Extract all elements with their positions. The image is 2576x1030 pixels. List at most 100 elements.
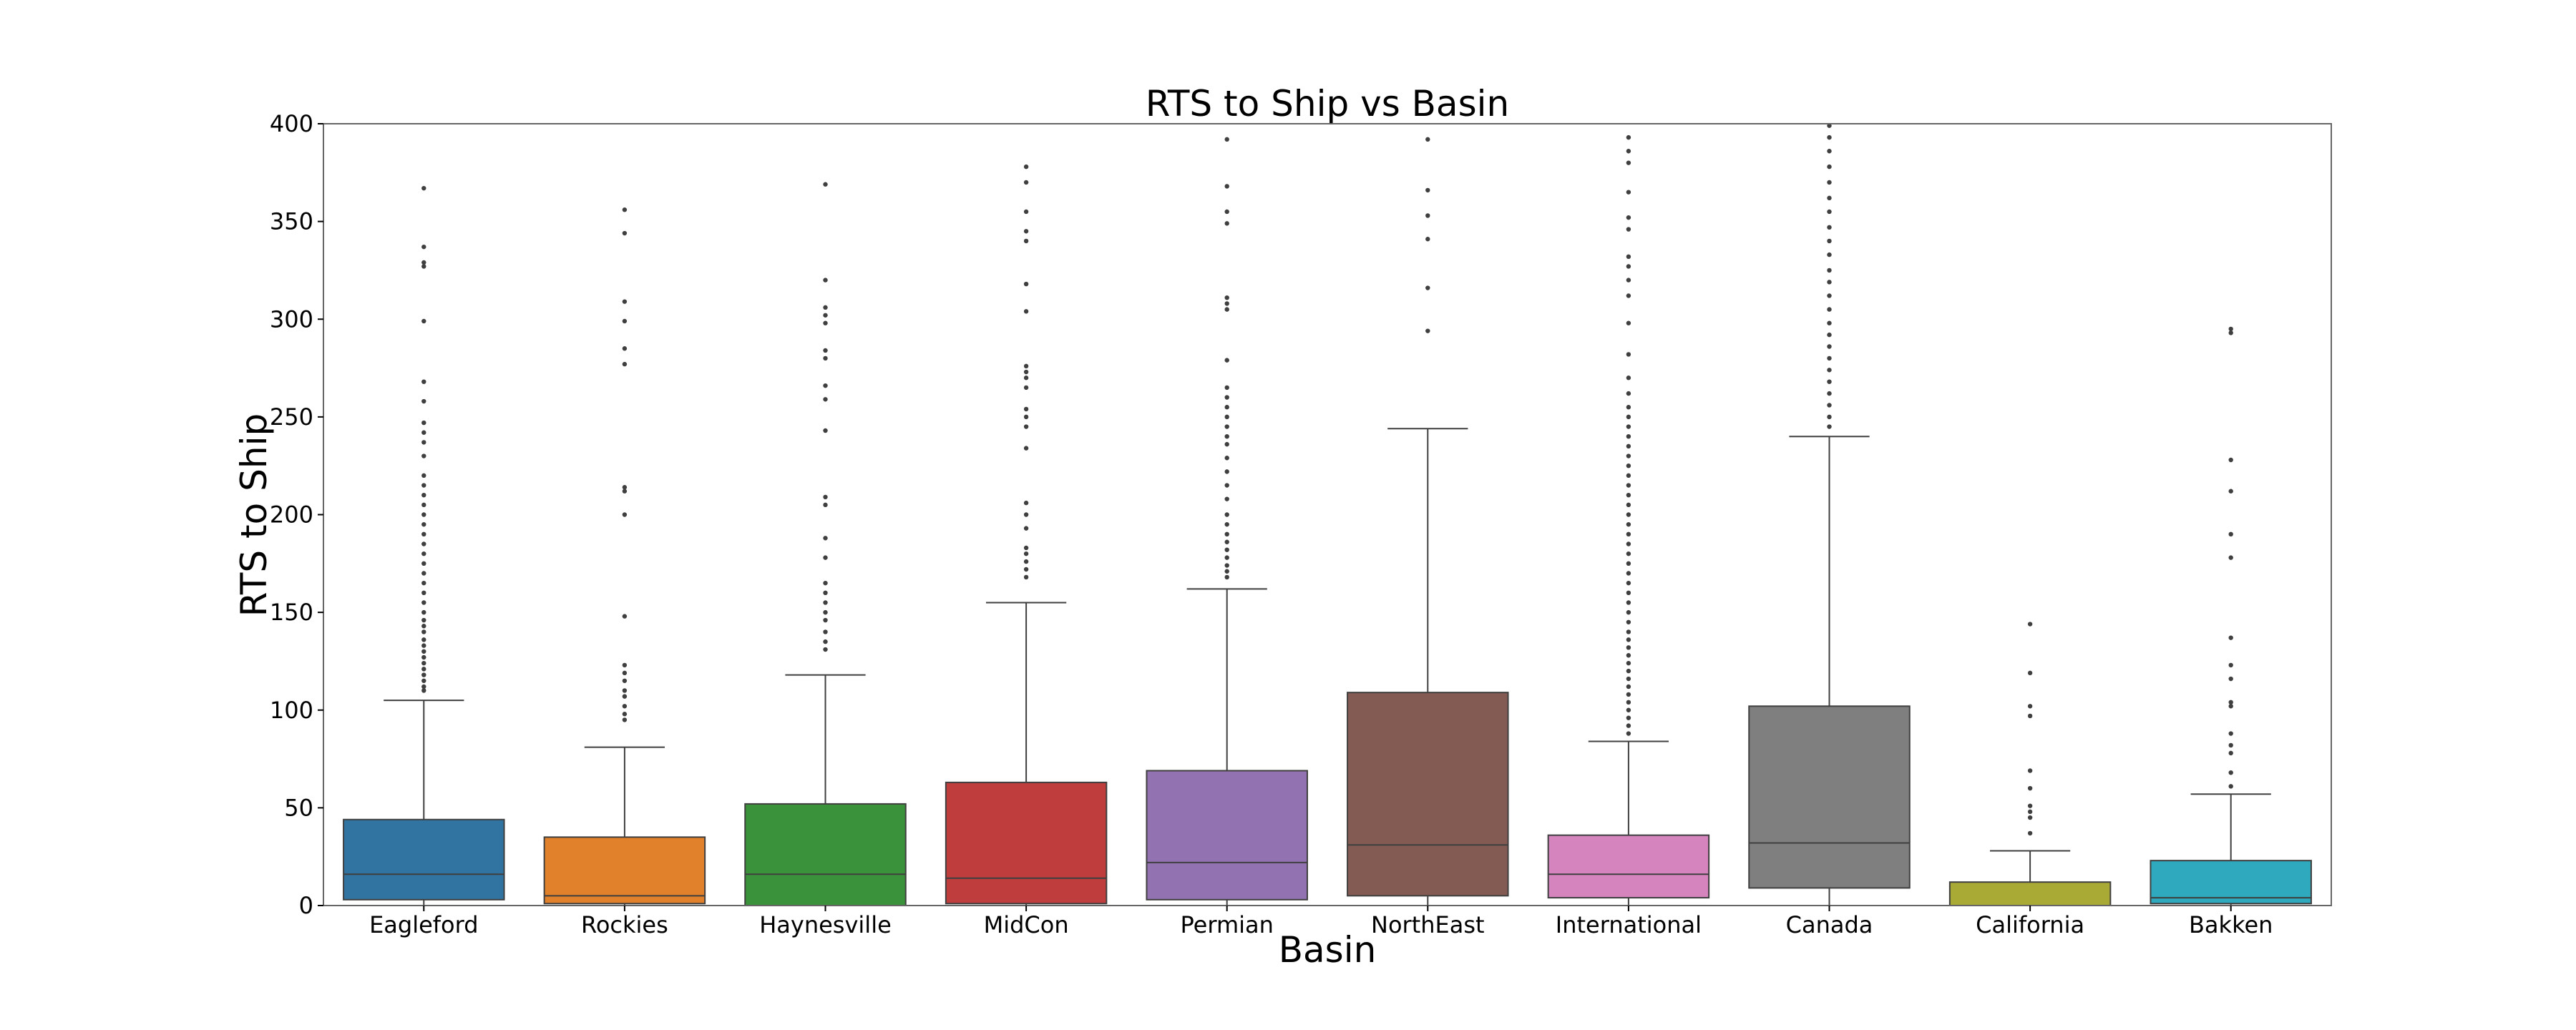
x-tick-label: Canada — [1786, 911, 1873, 938]
outlier-point — [1827, 379, 1832, 384]
outlier-point — [1224, 221, 1229, 226]
outlier-point — [421, 571, 426, 576]
outlier-point — [421, 609, 426, 615]
outlier-point — [1827, 414, 1832, 420]
outlier-point — [1626, 609, 1631, 615]
outlier-point — [1023, 559, 1029, 564]
outlier-point — [1827, 252, 1832, 258]
outlier-point — [1626, 541, 1631, 546]
outlier-point — [2027, 803, 2033, 808]
outlier-point — [1626, 619, 1631, 624]
box — [1347, 692, 1509, 897]
y-axis: 0 50 100 150 200 250 300 350 400 — [270, 110, 323, 919]
outlier-point — [1827, 403, 1832, 408]
outlier-point — [2228, 784, 2233, 789]
outlier-point — [823, 580, 828, 586]
outlier-point — [421, 688, 426, 693]
outlier-point — [823, 536, 828, 541]
outlier-point — [421, 617, 426, 623]
x-axis: Eagleford Rockies Haynesville MidCon Permian… — [369, 906, 2273, 938]
outlier-point — [2228, 700, 2233, 705]
outlier-point — [2027, 809, 2033, 815]
outlier-point — [1626, 637, 1631, 642]
outlier-point — [1425, 187, 1430, 193]
outlier-point — [1224, 521, 1229, 527]
y-tick-label: 150 — [270, 599, 313, 626]
outlier-point — [1626, 707, 1631, 712]
plot-area — [343, 123, 2312, 907]
outlier-point — [1626, 600, 1631, 605]
y-tick-label: 100 — [270, 697, 313, 724]
outlier-point — [1827, 149, 1832, 154]
outlier-point — [421, 483, 426, 488]
outlier-point — [1827, 368, 1832, 373]
outlier-point — [1224, 563, 1229, 568]
outlier-point — [1626, 561, 1631, 566]
outlier-point — [421, 453, 426, 458]
outlier-point — [421, 629, 426, 634]
outlier-point — [1827, 195, 1832, 201]
outlier-point — [823, 617, 828, 623]
outlier-point — [1827, 134, 1832, 140]
box-group — [1748, 123, 1911, 906]
outlier-point — [1626, 684, 1631, 690]
outlier-point — [1224, 456, 1229, 461]
outlier-point — [622, 678, 628, 683]
outlier-point — [1626, 463, 1631, 469]
box — [543, 836, 706, 905]
box-group — [1146, 137, 1308, 906]
outlier-point — [823, 647, 828, 652]
outlier-point — [1827, 391, 1832, 396]
outlier-point — [823, 355, 828, 361]
outlier-point — [1425, 328, 1430, 333]
outlier-point — [1023, 363, 1029, 369]
outlier-point — [1626, 414, 1631, 420]
outlier-point — [2027, 785, 2033, 791]
outlier-point — [622, 688, 628, 693]
outlier-point — [1626, 264, 1631, 269]
outlier-point — [1827, 344, 1832, 349]
outlier-point — [1023, 180, 1029, 185]
outlier-point — [421, 561, 426, 566]
outlier-point — [421, 512, 426, 517]
outlier-point — [421, 624, 426, 629]
outlier-point — [421, 502, 426, 508]
outlier-point — [1224, 295, 1229, 300]
outlier-point — [1224, 496, 1229, 501]
box-group — [744, 182, 907, 907]
outlier-point — [1626, 700, 1631, 705]
outlier-point — [622, 346, 628, 351]
outlier-point — [1626, 580, 1631, 586]
outlier-point — [421, 654, 426, 660]
outlier-point — [823, 590, 828, 595]
y-tick-label: 300 — [270, 305, 313, 333]
outlier-point — [1425, 237, 1430, 242]
outlier-point — [1224, 307, 1229, 312]
outlier-point — [1626, 391, 1631, 396]
x-tick-label: International — [1556, 911, 1702, 938]
outlier-point — [1023, 406, 1029, 412]
outlier-point — [1626, 352, 1631, 357]
box-group — [2150, 326, 2312, 906]
outlier-point — [823, 313, 828, 318]
outlier-point — [421, 643, 426, 648]
outlier-point — [1626, 692, 1631, 697]
outlier-point — [2228, 635, 2233, 640]
outlier-point — [1827, 238, 1832, 244]
outlier-point — [1626, 376, 1631, 381]
outlier-point — [1827, 268, 1832, 273]
outlier-point — [1626, 660, 1631, 666]
outlier-point — [2027, 815, 2033, 820]
outlier-point — [1224, 424, 1229, 429]
outlier-point — [1626, 434, 1631, 439]
outlier-point — [1023, 385, 1029, 391]
box — [2150, 860, 2312, 905]
outlier-point — [823, 629, 828, 634]
outlier-point — [622, 717, 628, 722]
outlier-point — [1023, 414, 1029, 420]
outlier-point — [421, 600, 426, 605]
outlier-point — [1626, 443, 1631, 449]
outlier-point — [1626, 405, 1631, 410]
outlier-point — [1827, 225, 1832, 230]
